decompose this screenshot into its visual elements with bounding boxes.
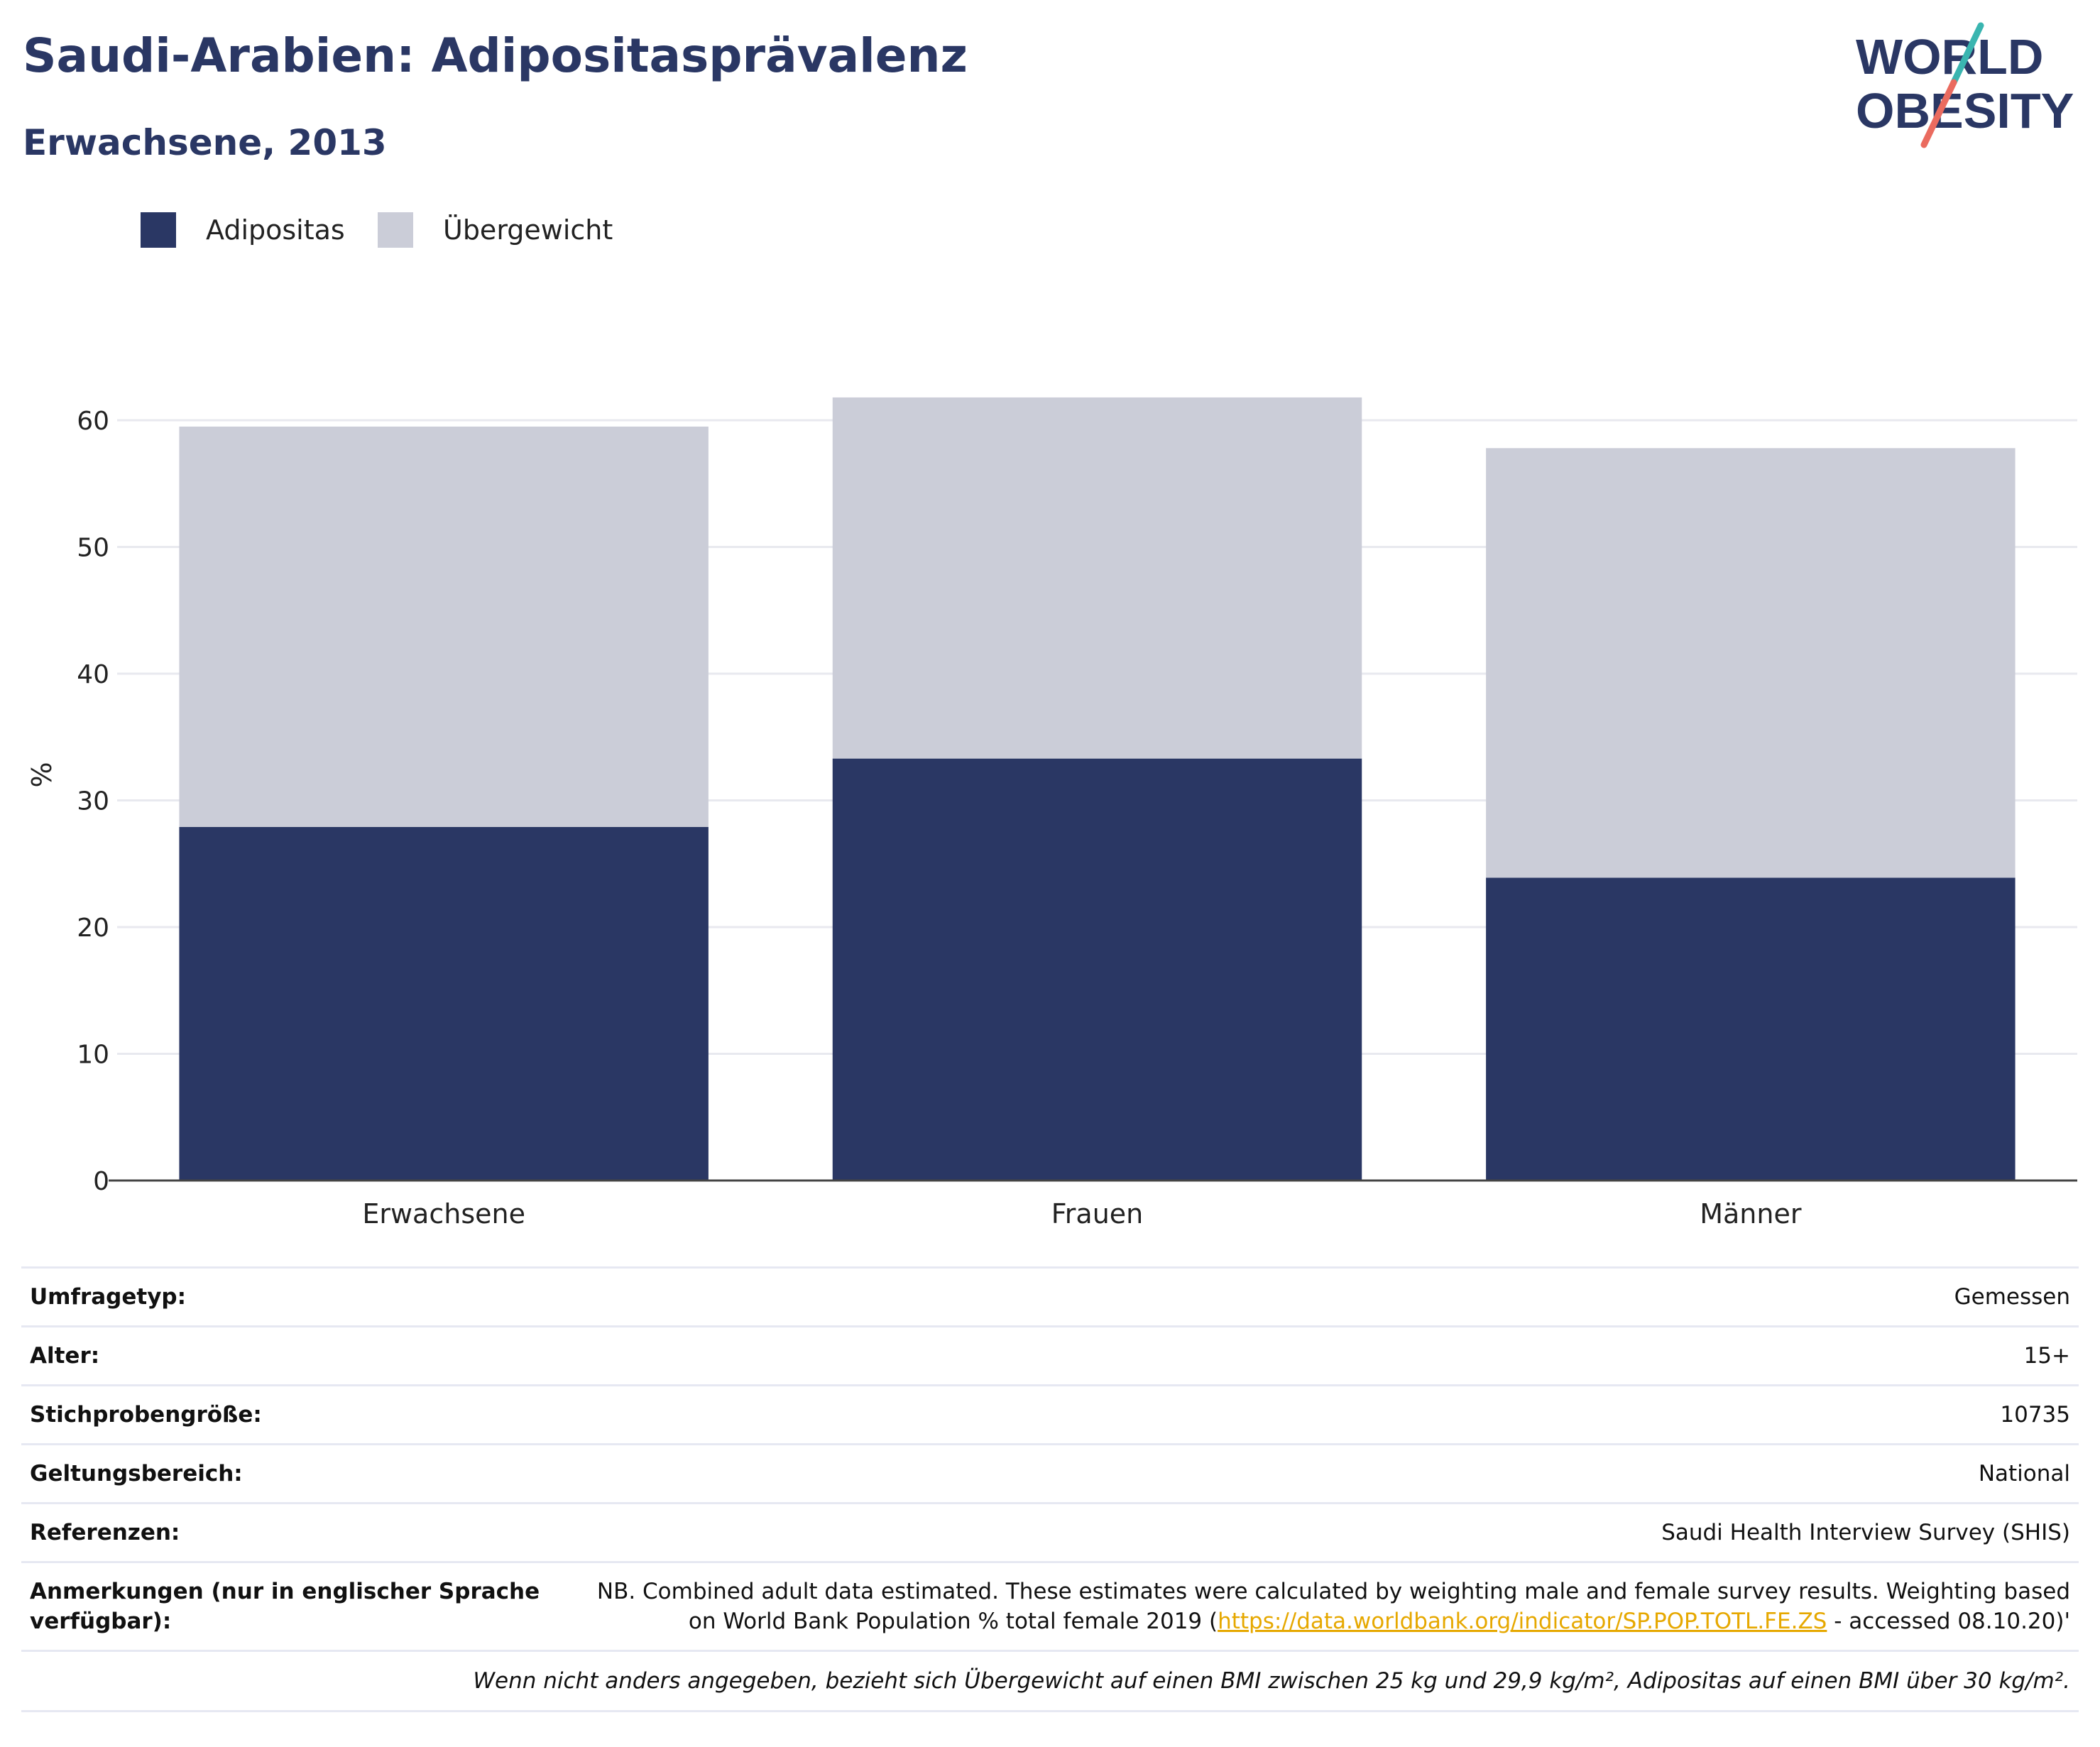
survey-info-table: Umfragetyp: Gemessen Alter: 15+ Stichpro… — [21, 1266, 2079, 1712]
y-tick-label: 0 — [93, 1167, 109, 1196]
info-row-footnote: Wenn nicht anders angegeben, bezieht sic… — [21, 1650, 2079, 1712]
anmerkungen-line-1: NB. Combined adult data estimated. These… — [596, 1579, 2070, 1604]
legend-swatch-uebergewicht — [378, 212, 413, 248]
y-tick-label: 10 — [77, 1041, 109, 1070]
bar-adipositas-1 — [179, 826, 709, 1181]
bmi-footnote: Wenn nicht anders angegeben, bezieht sic… — [21, 1650, 2079, 1712]
y-tick-label: 40 — [77, 660, 109, 689]
info-label-anmerkungen: Anmerkungen (nur in englischer Sprache v… — [21, 1561, 549, 1651]
logo-slash-teal — [1950, 22, 1984, 86]
legend-swatch-adipositas — [141, 212, 176, 248]
world-obesity-logo: WORLD OBESITY — [1856, 22, 2074, 148]
y-tick-label: 20 — [77, 914, 109, 943]
y-tick-label: 50 — [77, 534, 109, 563]
info-label-stichprobe: Stichprobengröße: — [21, 1384, 549, 1445]
info-row-stichprobe: Stichprobengröße: 10735 — [21, 1384, 2079, 1445]
info-value-alter: 15+ — [549, 1325, 2079, 1386]
legend-label-adipositas: Adipositas — [206, 214, 345, 246]
bar-adipositas-2 — [832, 758, 1362, 1181]
bar-adipositas-3 — [1486, 877, 2016, 1181]
info-value-stichprobe: 10735 — [549, 1384, 2079, 1445]
x-tick-label: Frauen — [1051, 1198, 1144, 1230]
y-axis-title: % — [26, 762, 58, 787]
info-row-alter: Alter: 15+ — [21, 1325, 2079, 1386]
anmerkungen-line-2-pre: on World Bank Population % total female … — [688, 1609, 1218, 1634]
info-label-umfragetyp: Umfragetyp: — [21, 1266, 549, 1327]
info-label-referenzen: Referenzen: — [21, 1502, 549, 1562]
info-value-umfragetyp: Gemessen — [549, 1266, 2079, 1327]
info-value-geltung: National — [549, 1443, 2079, 1504]
bar-uebergewicht-2 — [832, 397, 1362, 759]
worldbank-link[interactable]: https://data.worldbank.org/indicator/SP.… — [1218, 1609, 1827, 1634]
info-row-referenzen: Referenzen: Saudi Health Interview Surve… — [21, 1502, 2079, 1562]
logo-slash-red — [1920, 79, 1957, 148]
info-label-alter: Alter: — [21, 1325, 549, 1386]
y-tick-label: 60 — [77, 407, 109, 436]
logo-word-world: WORLD — [1856, 29, 2043, 84]
info-row-geltung: Geltungsbereich: National — [21, 1443, 2079, 1504]
legend-item-adipositas[interactable]: Adipositas — [141, 210, 345, 250]
chart-title: Saudi-Arabien: Adipositasprävalenz — [23, 28, 968, 83]
stacked-bar-chart: 0 10 20 30 40 50 60% Erwachsene Frauen Männer — [26, 397, 2077, 1230]
info-row-umfragetyp: Umfragetyp: Gemessen — [21, 1266, 2079, 1327]
logo-word-obesity: OBESITY — [1856, 83, 2074, 138]
legend-label-uebergewicht: Übergewicht — [443, 214, 613, 246]
x-tick-label: Männer — [1700, 1198, 1802, 1230]
info-value-referenzen: Saudi Health Interview Survey (SHIS) — [549, 1502, 2079, 1562]
bar-uebergewicht-1 — [179, 426, 709, 827]
legend-item-uebergewicht[interactable]: Übergewicht — [378, 210, 613, 250]
info-value-anmerkungen: NB. Combined adult data estimated. These… — [549, 1561, 2079, 1651]
chart-subtitle: Erwachsene, 2013 — [23, 122, 387, 163]
anmerkungen-line-2-post: - accessed 08.10.20)' — [1827, 1609, 2070, 1634]
bar-uebergewicht-3 — [1486, 448, 2016, 878]
x-tick-label: Erwachsene — [362, 1198, 525, 1230]
info-row-anmerkungen: Anmerkungen (nur in englischer Sprache v… — [21, 1561, 2079, 1651]
y-tick-label: 30 — [77, 787, 109, 816]
info-label-geltung: Geltungsbereich: — [21, 1443, 549, 1504]
